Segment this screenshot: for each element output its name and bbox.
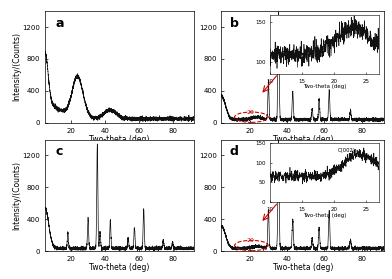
Text: 20: 20: [246, 110, 254, 115]
Text: b: b: [230, 17, 238, 30]
Text: a: a: [56, 17, 64, 30]
Text: d: d: [230, 145, 238, 158]
Y-axis label: Intensity/(Counts): Intensity/(Counts): [12, 32, 21, 102]
Text: 20: 20: [246, 238, 254, 243]
Y-axis label: Intensity/(Counts): Intensity/(Counts): [12, 161, 21, 230]
X-axis label: Two-theta (deg): Two-theta (deg): [272, 135, 333, 144]
X-axis label: Two-theta (deg): Two-theta (deg): [272, 263, 333, 272]
X-axis label: Two-theta (deg): Two-theta (deg): [89, 263, 150, 272]
Text: c: c: [56, 145, 63, 158]
X-axis label: Two-theta (deg): Two-theta (deg): [89, 135, 150, 144]
